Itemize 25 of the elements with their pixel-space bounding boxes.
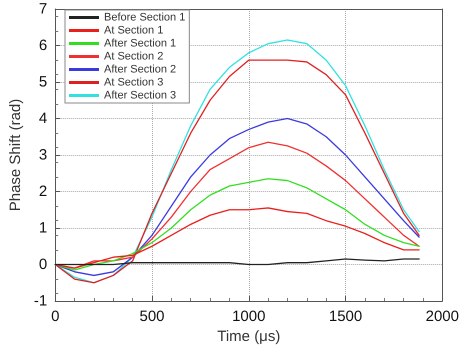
legend-label: At Section 1 bbox=[104, 24, 164, 36]
legend-label: After Section 1 bbox=[104, 38, 176, 50]
x-axis-title: Time (μs) bbox=[217, 328, 280, 345]
y-tick-label: 1 bbox=[38, 220, 48, 236]
line-series bbox=[54, 118, 420, 276]
x-tick-label: 1000 bbox=[232, 308, 266, 325]
y-tick-label: -1 bbox=[34, 292, 48, 310]
y-tick-label: 0 bbox=[38, 256, 48, 273]
legend-label: After Section 2 bbox=[104, 64, 176, 76]
x-tick-label: 500 bbox=[139, 308, 165, 325]
y-axis-title: Phase Shift (rad) bbox=[7, 98, 24, 212]
y-tick-label: 4 bbox=[38, 110, 48, 127]
y-tick-label: 5 bbox=[38, 74, 48, 90]
x-tick-label: 2000 bbox=[426, 308, 460, 325]
y-tick-label: 3 bbox=[38, 146, 48, 164]
legend-label: Before Section 1 bbox=[104, 12, 186, 24]
y-tick-label: 7 bbox=[38, 0, 48, 18]
x-tick-label: 0 bbox=[51, 308, 60, 325]
legend-label: At Section 3 bbox=[104, 76, 164, 88]
legend-label: At Section 2 bbox=[104, 50, 164, 62]
x-tick-label: 1500 bbox=[328, 308, 362, 325]
line-series bbox=[54, 178, 420, 271]
y-tick-label: 2 bbox=[38, 183, 48, 200]
y-tick-label: 6 bbox=[38, 37, 48, 54]
legend-label: After Section 3 bbox=[104, 90, 176, 102]
